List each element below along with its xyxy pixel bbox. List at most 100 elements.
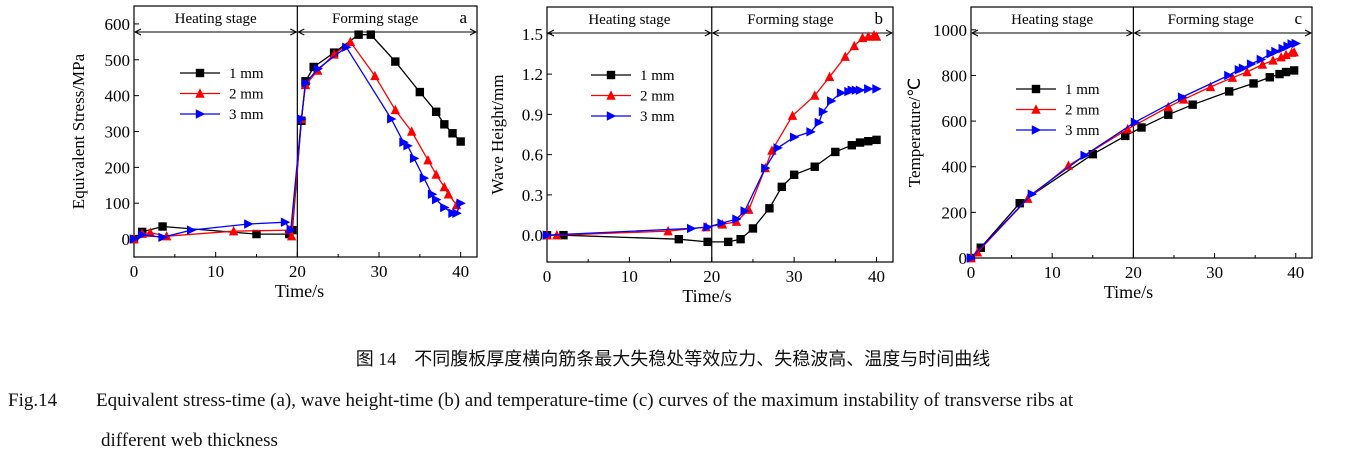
marker-triangle-right (244, 219, 254, 229)
marker-square (252, 229, 261, 239)
marker-triangle-up (840, 51, 850, 61)
y-tick-label: 0.0 (522, 226, 543, 245)
marker-square (864, 137, 873, 146)
marker-triangle-up (1031, 104, 1041, 114)
arrow-head-left-icon (1133, 29, 1141, 37)
x-tick-label: 0 (543, 267, 552, 286)
x-axis-title: Time/s (1104, 282, 1153, 302)
marker-triangle-right (1266, 49, 1276, 59)
caption-english-text: Equivalent stress-time (a), wave height-… (96, 390, 1074, 411)
marker-triangle-right (137, 230, 148, 240)
marker-triangle-right (1238, 63, 1249, 73)
legend-item: 2 mm (591, 89, 675, 105)
legend-label: 2 mm (229, 87, 264, 103)
marker-triangle-right (419, 173, 430, 183)
marker-triangle-up (329, 49, 339, 59)
marker-triangle-right (1080, 150, 1090, 161)
arrow-head-right-icon (704, 29, 712, 37)
marker-triangle-right (342, 42, 352, 52)
y-tick-label: 300 (105, 123, 131, 142)
marker-square (158, 222, 167, 231)
legend-item: 2 mm (1016, 103, 1100, 119)
marker-triangle-up (370, 70, 380, 81)
legend-label: 2 mm (1065, 103, 1100, 119)
marker-triangle-right (158, 232, 168, 242)
marker-square (431, 107, 441, 116)
marker-square (1188, 100, 1197, 109)
marker-square (855, 138, 865, 147)
marker-triangle-right (872, 84, 882, 94)
marker-triangle-up (810, 90, 820, 100)
marker-triangle-right (301, 78, 311, 88)
marker-square (736, 234, 745, 244)
y-tick-label: 1.5 (522, 25, 543, 44)
marker-square (195, 68, 205, 78)
legend-item: 1 mm (180, 66, 264, 82)
x-tick-label: 10 (1044, 263, 1061, 282)
marker-triangle-up (824, 71, 835, 81)
marker-triangle-right (297, 114, 307, 124)
marker-triangle-up (1063, 160, 1074, 170)
marker-triangle-up (871, 31, 882, 41)
marker-triangle-right (827, 96, 837, 106)
panel-label: b (875, 9, 884, 28)
y-tick-label: 800 (942, 66, 968, 85)
marker-triangle-up (1227, 72, 1238, 82)
y-axis-title: Wave Height/mm (488, 75, 507, 195)
marker-triangle-right (286, 225, 296, 235)
marker-triangle-up (286, 231, 297, 241)
marker-triangle-right (1027, 189, 1038, 199)
marker-triangle-up (1268, 55, 1278, 65)
series-line (133, 40, 458, 240)
marker-triangle-right (456, 198, 466, 208)
arrow-head-right-icon (290, 28, 298, 36)
marker-triangle-right (1031, 125, 1042, 135)
marker-square (1137, 123, 1146, 132)
marker-triangle-up (145, 227, 156, 237)
chart-panel-b: 0 10 20 30 40 0.0 0.3 0.6 0.9 1.2 1.5 Time/s Wave He… (488, 6, 894, 306)
marker-triangle-up (439, 181, 450, 192)
marker-triangle-right (387, 114, 397, 124)
legend-item: 3 mm (1016, 123, 1100, 139)
marker-square (456, 137, 465, 146)
figure-label: Fig.14 (8, 390, 58, 411)
marker-square (415, 87, 425, 97)
stage-label-forming: Forming stage (747, 12, 834, 28)
x-tick-label: 10 (207, 262, 224, 281)
plot-frame (133, 5, 478, 258)
marker-triangle-right (186, 225, 197, 235)
marker-triangle-up (423, 154, 433, 165)
marker-square (872, 135, 881, 145)
y-tick-label: 400 (105, 87, 131, 106)
x-tick-label: 30 (1206, 263, 1223, 282)
marker-square (724, 237, 733, 247)
legend-item: 1 mm (1016, 82, 1100, 98)
y-tick-label: 0.6 (522, 146, 543, 165)
marker-triangle-right (1130, 117, 1141, 127)
marker-triangle-right (855, 85, 866, 95)
y-tick-label: 200 (942, 203, 968, 222)
stage-label-heating: Heating stage (588, 12, 670, 28)
marker-triangle-right (806, 127, 816, 137)
marker-triangle-right (1291, 38, 1301, 49)
marker-square (440, 120, 449, 129)
marker-square (354, 30, 363, 39)
figure-charts: 0 10 20 30 400100200300400500600Time/sEquiva… (69, 5, 1313, 306)
x-tick-label: 40 (452, 262, 469, 281)
x-tick-label: 20 (703, 267, 720, 286)
marker-triangle-up (406, 126, 417, 136)
marker-triangle-up (228, 225, 239, 236)
y-tick-label: 0.3 (522, 186, 543, 205)
x-tick-label: 0 (130, 262, 139, 281)
marker-square (1088, 149, 1097, 159)
arrow-head-left-icon (133, 28, 142, 36)
marker-square (1265, 73, 1274, 82)
x-tick-label: 40 (1287, 263, 1304, 282)
arrow-head-right-icon (1304, 29, 1313, 37)
y-tick-label: 200 (105, 158, 131, 177)
marker-triangle-up (787, 110, 798, 120)
marker-triangle-right (542, 230, 553, 240)
marker-triangle-up (663, 225, 673, 236)
marker-square (391, 57, 400, 66)
marker-triangle-right (836, 88, 847, 98)
